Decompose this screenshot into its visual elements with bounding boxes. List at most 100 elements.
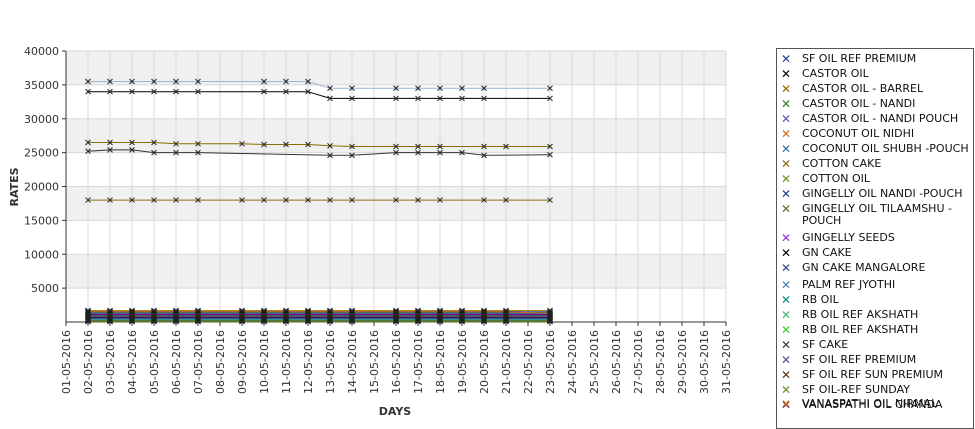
- legend-label: COCONUT OIL NIDHI: [802, 127, 915, 140]
- data-point: [349, 152, 355, 159]
- data-point: [151, 197, 157, 203]
- data-point: [283, 311, 289, 318]
- data-point-stroke: [283, 311, 289, 318]
- data-point: [393, 95, 399, 102]
- data-point-stroke: [547, 143, 553, 150]
- legend-label: CASTOR OIL - BARREL: [802, 82, 924, 95]
- data-point-stroke: [459, 149, 465, 156]
- x-tick-label: 03-05-2016: [104, 330, 117, 394]
- data-point: [349, 95, 355, 102]
- data-point: [481, 318, 487, 325]
- data-point: [327, 152, 333, 159]
- data-point: [327, 307, 333, 314]
- legend-label: GINGELLY OIL NANDI -POUCH: [802, 187, 963, 200]
- data-point: [547, 95, 553, 102]
- x-tick-label: 07-05-2016: [192, 330, 205, 394]
- data-point-stroke: [547, 151, 553, 158]
- data-point: [437, 143, 443, 150]
- data-point-stroke: [393, 143, 399, 150]
- legend-label: GN CAKE MANGALORE: [802, 261, 926, 274]
- data-point: [393, 197, 399, 203]
- data-point: [129, 147, 135, 153]
- data-point: [261, 78, 267, 85]
- x-tick-label: 28-05-2016: [654, 330, 667, 394]
- data-point-stroke: [173, 307, 179, 314]
- x-tick-label: 31-05-2016: [720, 330, 733, 394]
- data-point: [107, 318, 113, 325]
- data-point-stroke: [327, 152, 333, 159]
- data-point: [393, 149, 399, 156]
- data-point: [85, 197, 91, 203]
- x-tick-label: 08-05-2016: [214, 330, 227, 394]
- data-point-stroke: [85, 78, 91, 85]
- data-point: [151, 139, 157, 146]
- data-point-stroke: [283, 141, 289, 148]
- data-point: [393, 143, 399, 150]
- data-point: [85, 318, 91, 325]
- data-point: [481, 152, 487, 159]
- legend-marker-icon: ✕: [780, 398, 792, 412]
- data-point-stroke: [349, 143, 355, 150]
- data-point: [481, 311, 487, 318]
- data-point-stroke: [173, 197, 179, 203]
- data-point: [437, 307, 443, 314]
- data-point: [239, 318, 245, 325]
- data-point-stroke: [129, 318, 135, 325]
- legend-marker-icon: ✕: [780, 67, 792, 81]
- x-tick-label: 17-05-2016: [412, 330, 425, 394]
- data-point-stroke: [283, 78, 289, 85]
- data-point-stroke: [261, 141, 267, 148]
- data-point-stroke: [415, 307, 421, 314]
- legend-marker-icon: ✕: [780, 383, 792, 397]
- legend-label: GINGELLY SEEDS: [802, 231, 895, 244]
- data-point-stroke: [393, 149, 399, 156]
- data-point: [195, 78, 201, 85]
- data-point-stroke: [129, 311, 135, 318]
- legend-marker-icon: ✕: [780, 278, 792, 292]
- data-point-stroke: [107, 147, 113, 153]
- data-point: [327, 85, 333, 92]
- data-point-stroke: [283, 88, 289, 95]
- legend-label: SF OIL-REF SUNDAY: [802, 383, 910, 396]
- y-tick-label: 20000: [24, 181, 59, 194]
- data-point-stroke: [437, 85, 443, 92]
- x-tick-label: 06-05-2016: [170, 330, 183, 394]
- data-point: [547, 85, 553, 92]
- data-point-stroke: [107, 197, 113, 203]
- data-point-stroke: [305, 197, 311, 203]
- data-point: [239, 140, 245, 147]
- data-point: [415, 143, 421, 150]
- legend-marker-icon: ✕: [780, 82, 792, 96]
- data-point-stroke: [415, 95, 421, 102]
- data-point-stroke: [547, 307, 553, 314]
- legend-marker-icon: ✕: [780, 142, 792, 156]
- data-point-stroke: [327, 142, 333, 149]
- legend-marker-icon: ✕: [780, 261, 792, 275]
- data-point: [459, 85, 465, 92]
- data-point: [327, 197, 333, 203]
- data-point-stroke: [327, 307, 333, 314]
- data-point: [261, 197, 267, 203]
- data-point-stroke: [107, 307, 113, 314]
- y-tick-label: 30000: [24, 113, 59, 126]
- x-tick-label: 04-05-2016: [126, 330, 139, 394]
- legend-marker-icon: ✕: [780, 353, 792, 367]
- data-point-stroke: [283, 307, 289, 314]
- data-point: [437, 311, 443, 318]
- data-point: [107, 78, 113, 85]
- data-point: [261, 311, 267, 318]
- data-point-stroke: [503, 318, 509, 325]
- data-point-stroke: [151, 318, 157, 325]
- data-point: [107, 88, 113, 95]
- data-point: [415, 85, 421, 92]
- legend-label: COCONUT OIL SHUBH -POUCH: [802, 142, 969, 155]
- data-point: [305, 311, 311, 318]
- data-point-stroke: [85, 311, 91, 318]
- data-point-stroke: [437, 307, 443, 314]
- legend-marker-icon: ✕: [780, 52, 792, 66]
- series-points: [85, 78, 553, 325]
- legend-label: SF OIL REF SUN PREMIUM: [802, 368, 944, 381]
- legend-marker-icon: ✕: [780, 323, 792, 337]
- legend-label: SF OIL REF PREMIUM: [802, 353, 917, 366]
